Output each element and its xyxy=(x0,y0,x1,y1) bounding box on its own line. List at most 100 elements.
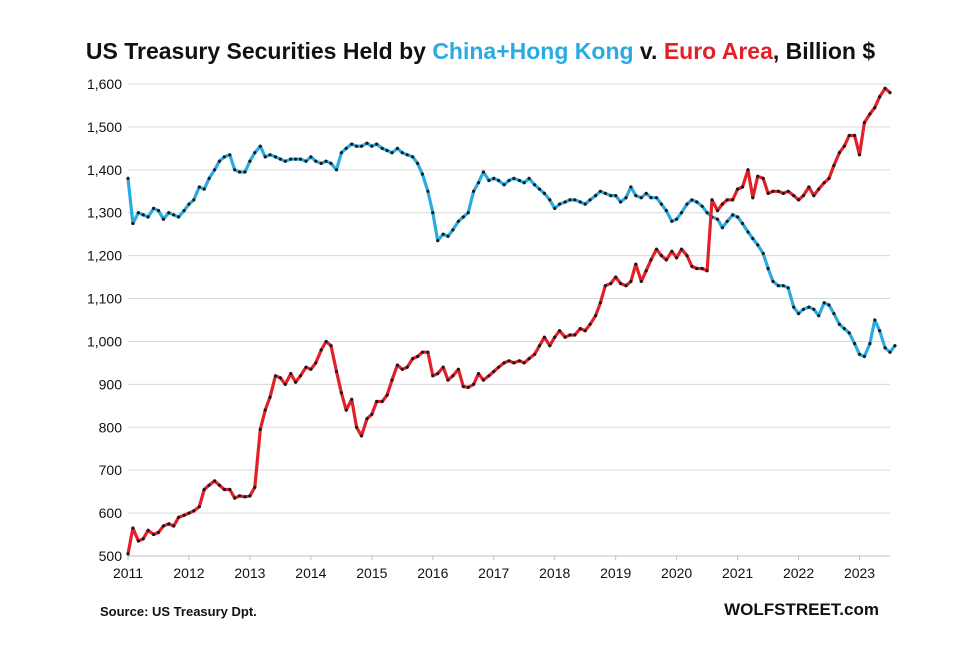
data-point-china-hong-kong xyxy=(446,234,450,238)
data-point-china-hong-kong xyxy=(314,159,318,163)
data-point-euro-area xyxy=(314,361,318,365)
data-point-euro-area xyxy=(273,374,278,378)
data-point-china-hong-kong xyxy=(258,144,262,148)
x-tick-label: 2016 xyxy=(417,565,448,581)
data-point-euro-area xyxy=(156,530,161,535)
data-point-china-hong-kong xyxy=(614,194,618,198)
data-point-china-hong-kong xyxy=(583,202,587,206)
data-point-euro-area xyxy=(141,537,145,541)
data-point-euro-area xyxy=(319,348,323,352)
chart-title: US Treasury Securities Held by China+Hon… xyxy=(0,38,961,65)
data-point-china-hong-kong xyxy=(700,204,704,208)
data-point-china-hong-kong xyxy=(888,350,892,354)
data-point-euro-area xyxy=(639,279,643,283)
data-point-euro-area xyxy=(583,329,587,333)
data-point-china-hong-kong xyxy=(761,251,765,256)
data-point-euro-area xyxy=(416,354,420,359)
data-point-euro-area xyxy=(624,284,628,288)
data-point-euro-area xyxy=(558,329,562,333)
series-euro-area xyxy=(126,86,892,556)
data-point-china-hong-kong xyxy=(537,187,542,191)
data-point-china-hong-kong xyxy=(603,191,607,195)
data-point-china-hong-kong xyxy=(756,243,760,247)
data-point-euro-area xyxy=(842,144,846,148)
data-point-euro-area xyxy=(873,106,877,110)
data-point-euro-area xyxy=(431,374,435,378)
data-point-china-hong-kong xyxy=(751,236,755,241)
data-point-euro-area xyxy=(766,191,770,195)
data-point-china-hong-kong xyxy=(289,157,293,161)
y-tick-label: 900 xyxy=(99,376,123,392)
data-point-china-hong-kong xyxy=(238,170,242,174)
data-point-china-hong-kong xyxy=(416,161,420,165)
data-point-china-hong-kong xyxy=(431,211,435,215)
data-point-china-hong-kong xyxy=(222,155,226,159)
data-point-euro-area xyxy=(248,494,252,498)
data-point-euro-area xyxy=(857,153,862,157)
data-point-china-hong-kong xyxy=(395,146,399,150)
data-point-china-hong-kong xyxy=(248,159,252,163)
data-point-china-hong-kong xyxy=(725,219,729,223)
data-point-china-hong-kong xyxy=(731,213,735,217)
data-point-euro-area xyxy=(563,335,567,339)
data-point-china-hong-kong xyxy=(207,176,211,180)
data-point-china-hong-kong xyxy=(512,176,516,180)
data-point-china-hong-kong xyxy=(243,170,247,174)
data-point-euro-area xyxy=(405,365,409,369)
data-point-euro-area xyxy=(294,380,298,384)
data-point-china-hong-kong xyxy=(350,142,354,146)
data-point-euro-area xyxy=(258,427,262,431)
data-point-euro-area xyxy=(853,133,857,138)
data-point-euro-area xyxy=(761,176,765,180)
data-point-euro-area xyxy=(167,522,171,526)
data-point-euro-area xyxy=(233,496,237,500)
data-point-china-hong-kong xyxy=(192,198,196,202)
x-tick-label: 2011 xyxy=(113,565,143,581)
data-point-euro-area xyxy=(217,483,221,487)
data-point-euro-area xyxy=(395,363,399,367)
x-tick-label: 2023 xyxy=(844,565,875,581)
data-point-euro-area xyxy=(492,369,496,374)
data-point-euro-area xyxy=(710,198,714,202)
data-point-china-hong-kong xyxy=(126,176,130,180)
data-point-china-hong-kong xyxy=(776,284,781,288)
data-point-china-hong-kong xyxy=(842,327,846,331)
data-point-china-hong-kong xyxy=(309,155,313,159)
data-point-china-hong-kong xyxy=(598,189,603,193)
data-point-china-hong-kong xyxy=(619,200,623,204)
data-point-euro-area xyxy=(146,528,150,532)
data-point-china-hong-kong xyxy=(441,232,445,236)
data-point-euro-area xyxy=(426,350,430,354)
data-point-china-hong-kong xyxy=(324,159,328,163)
data-point-euro-area xyxy=(679,247,684,251)
data-point-euro-area xyxy=(578,327,582,331)
data-point-euro-area xyxy=(827,176,831,180)
data-point-china-hong-kong xyxy=(466,211,470,215)
data-point-euro-area xyxy=(451,374,455,378)
data-point-china-hong-kong xyxy=(304,159,308,163)
data-point-euro-area xyxy=(131,526,135,530)
data-point-euro-area xyxy=(619,281,623,286)
data-point-china-hong-kong xyxy=(456,219,460,223)
data-point-china-hong-kong xyxy=(329,161,333,165)
data-point-china-hong-kong xyxy=(736,215,740,219)
data-point-china-hong-kong xyxy=(634,194,638,198)
data-point-china-hong-kong xyxy=(411,155,415,159)
data-point-euro-area xyxy=(817,187,821,191)
data-point-china-hong-kong xyxy=(202,187,206,191)
data-point-euro-area xyxy=(517,359,522,363)
brand-logo-text: WOLFSTREET.com xyxy=(724,600,879,619)
data-point-euro-area xyxy=(675,256,679,260)
data-point-euro-area xyxy=(832,163,836,168)
data-point-euro-area xyxy=(792,194,796,198)
data-point-euro-area xyxy=(283,382,287,386)
data-point-euro-area xyxy=(385,393,389,397)
data-point-euro-area xyxy=(436,372,440,376)
data-point-euro-area xyxy=(573,333,577,337)
data-point-euro-area xyxy=(888,91,892,95)
data-point-china-hong-kong xyxy=(644,191,648,195)
data-point-china-hong-kong xyxy=(720,226,725,230)
data-point-china-hong-kong xyxy=(268,153,272,157)
data-point-china-hong-kong xyxy=(161,217,165,221)
data-point-euro-area xyxy=(685,254,689,258)
